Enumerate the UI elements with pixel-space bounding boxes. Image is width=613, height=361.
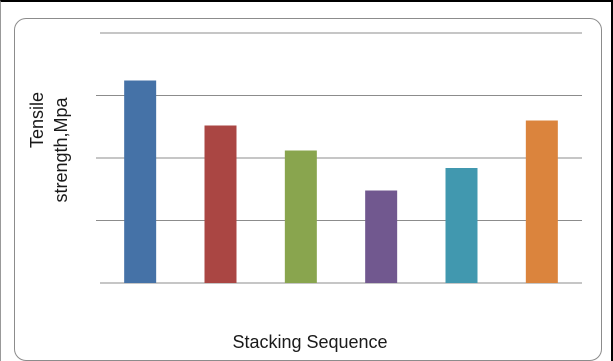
bar-4 — [365, 190, 398, 283]
bar-5 — [445, 168, 478, 283]
bars — [124, 80, 558, 283]
bar-3 — [284, 150, 317, 283]
bar-6 — [525, 120, 558, 283]
bar-2 — [204, 125, 237, 283]
x-axis-label: Stacking Sequence — [232, 332, 387, 352]
gridlines — [96, 32, 582, 284]
y-axis-label-line1: Tensile — [27, 92, 47, 148]
bar-1 — [124, 80, 157, 283]
y-axis-label-line2: strength,Mpa — [51, 96, 71, 202]
